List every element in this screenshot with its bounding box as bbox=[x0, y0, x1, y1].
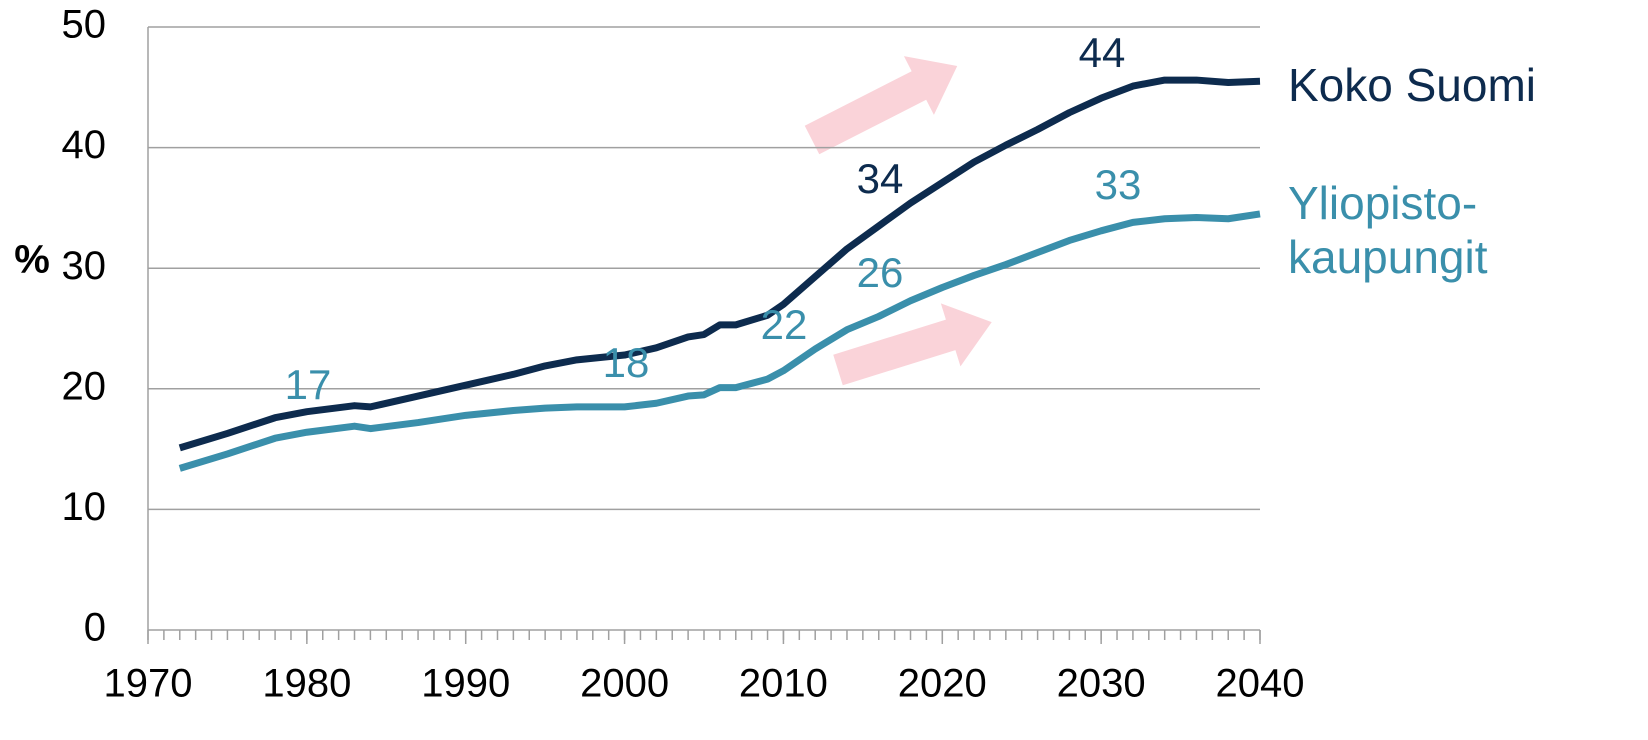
legend-label: Koko Suomi bbox=[1288, 59, 1537, 111]
y-tick-label: 50 bbox=[62, 3, 107, 47]
y-tick-label: 40 bbox=[62, 123, 107, 167]
y-tick-label: 0 bbox=[84, 606, 106, 650]
arrow-shape bbox=[833, 303, 992, 386]
arrow bbox=[833, 303, 992, 386]
annotation: 44 bbox=[1079, 29, 1126, 76]
x-tick-label: 2040 bbox=[1216, 662, 1305, 706]
x-tick-label: 1980 bbox=[262, 662, 351, 706]
y-tick-label: 10 bbox=[62, 485, 107, 529]
annotation: 17 bbox=[285, 361, 332, 408]
x-tick-label: 2000 bbox=[580, 662, 669, 706]
annotation: 18 bbox=[603, 339, 650, 386]
x-tick-label: 1990 bbox=[421, 662, 510, 706]
y-axis-label: % bbox=[14, 238, 50, 282]
y-tick-label: 20 bbox=[62, 364, 107, 408]
annotation: 34 bbox=[857, 155, 904, 202]
annotation: 33 bbox=[1095, 161, 1142, 208]
arrow bbox=[804, 56, 958, 155]
annotation: 22 bbox=[761, 301, 808, 348]
annotation: 26 bbox=[857, 249, 904, 296]
x-tick-label: 1970 bbox=[104, 662, 193, 706]
x-tick-label: 2020 bbox=[898, 662, 987, 706]
series-line bbox=[178, 76, 1261, 452]
x-tick-label: 2010 bbox=[739, 662, 828, 706]
x-tick-label: 2030 bbox=[1057, 662, 1146, 706]
legend-label: Yliopisto-kaupungit bbox=[1288, 177, 1488, 283]
arrow-shape bbox=[804, 56, 958, 155]
y-tick-label: 30 bbox=[62, 244, 107, 288]
series-line bbox=[178, 210, 1261, 472]
